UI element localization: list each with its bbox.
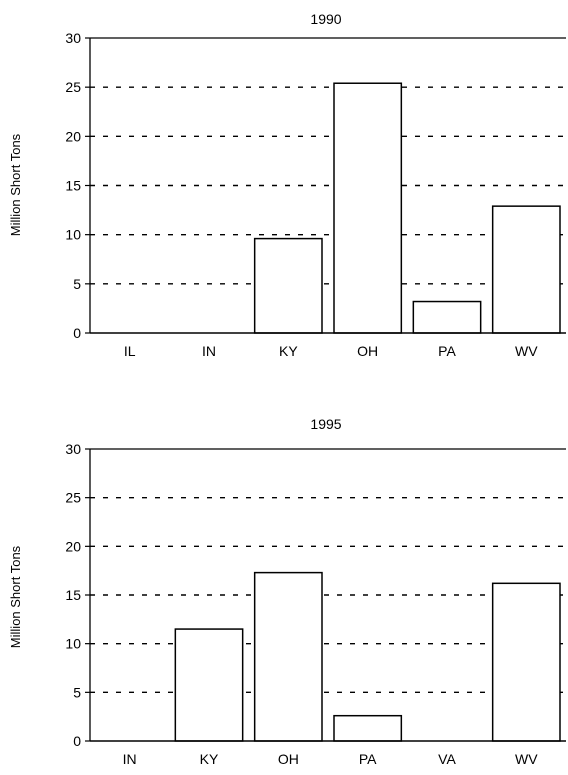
x-tick-label: PA	[438, 343, 456, 359]
bar-ky	[253, 237, 323, 334]
x-tick-label: PA	[359, 751, 377, 767]
y-tick-label: 30	[65, 441, 81, 457]
x-tick-label: KY	[200, 751, 219, 767]
x-tick-label: OH	[278, 751, 299, 767]
chart-1995: 1995 Million Short Tons 0 5 10 15 20 25 30 IN KY…	[0, 387, 568, 775]
bar-oh	[333, 82, 403, 334]
chart-1995-svg: 1995 Million Short Tons 0 5 10 15 20 25 30 IN KY…	[8, 416, 566, 767]
x-tick-label: IN	[123, 751, 137, 767]
y-tick-label: 0	[73, 733, 81, 749]
chart-title: 1990	[310, 11, 341, 27]
y-tick-label: 20	[65, 538, 81, 554]
x-tick-label: IN	[202, 343, 216, 359]
x-tick-label: VA	[438, 751, 456, 767]
plot-area: 0 5 10 15 20 25 30 IN KY OH PA VA WV	[65, 441, 566, 767]
x-tick-label: KY	[279, 343, 298, 359]
y-tick-label: 20	[65, 128, 81, 144]
y-tick-label: 5	[73, 276, 81, 292]
y-tick-label: 10	[65, 227, 81, 243]
y-tick-label: 25	[65, 79, 81, 95]
bar-wv	[491, 582, 561, 742]
bar-oh	[253, 571, 323, 742]
y-tick-label: 5	[73, 684, 81, 700]
x-tick-label: OH	[357, 343, 378, 359]
chart-title: 1995	[310, 416, 341, 432]
x-tick-label: WV	[515, 751, 538, 767]
x-tick-label: IL	[124, 343, 136, 359]
chart-1990-svg: 1990 Million Short Tons 0 5 10 15 20 25 30 IL IN…	[8, 11, 566, 359]
bar-ky	[174, 628, 244, 742]
y-tick-label: 15	[65, 587, 81, 603]
bar-wv	[491, 205, 561, 334]
y-tick-label: 10	[65, 636, 81, 652]
plot-area: 0 5 10 15 20 25 30 IL IN KY OH PA WV	[65, 30, 566, 359]
chart-1990: 1990 Million Short Tons 0 5 10 15 20 25 30 IL IN…	[0, 0, 568, 387]
x-tick-label: WV	[515, 343, 538, 359]
bar-pa	[412, 300, 482, 334]
y-tick-label: 25	[65, 490, 81, 506]
y-tick-label: 0	[73, 325, 81, 341]
y-tick-label: 15	[65, 178, 81, 194]
y-tick-label: 30	[65, 30, 81, 46]
y-axis-label: Million Short Tons	[8, 133, 23, 236]
y-axis-label: Million Short Tons	[8, 545, 23, 648]
bar-pa	[333, 714, 403, 742]
